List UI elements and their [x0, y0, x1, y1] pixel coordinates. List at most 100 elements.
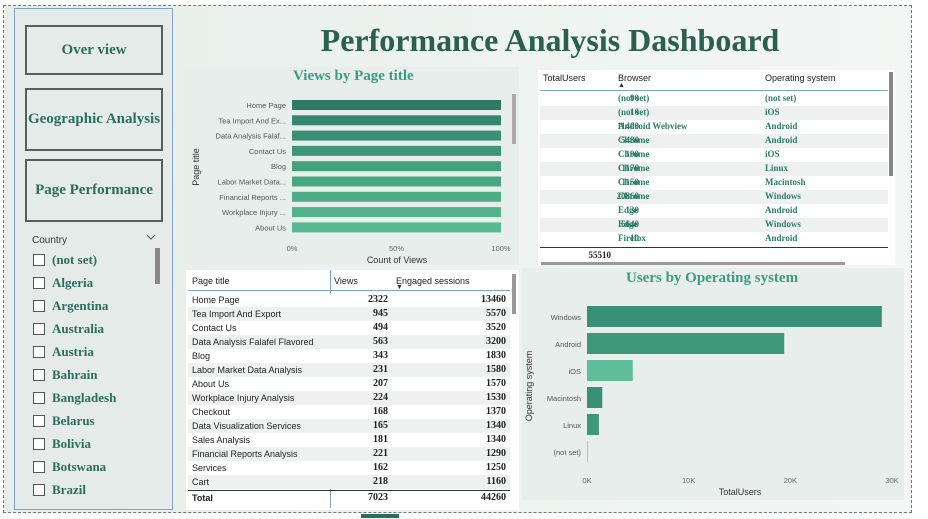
slicer-item[interactable]: (not set)	[33, 250, 97, 270]
engaged-sessions-cell: 3200	[486, 336, 506, 347]
slicer-item[interactable]: Bolivia	[33, 434, 91, 454]
os-cell: iOS	[765, 107, 780, 117]
column-header[interactable]: Page title	[192, 276, 230, 286]
browser-table-scrollbar[interactable]	[889, 72, 893, 176]
table-row[interactable]	[188, 349, 510, 363]
os-bar	[587, 360, 633, 381]
checkbox[interactable]	[33, 369, 45, 381]
column-header[interactable]: Browser	[618, 73, 652, 83]
os-cell: Android	[765, 233, 798, 243]
views-bar	[292, 207, 501, 218]
table-row[interactable]	[188, 433, 510, 447]
table-row[interactable]	[540, 218, 888, 232]
table-row[interactable]	[188, 391, 510, 405]
checkbox[interactable]	[33, 277, 45, 289]
slicer-item[interactable]: Australia	[33, 319, 104, 339]
slicer-item[interactable]: Brazil	[33, 480, 86, 500]
total-divider	[540, 247, 888, 248]
table-row[interactable]	[188, 321, 510, 335]
browser-cell: Android Webview	[618, 121, 688, 131]
slicer-item[interactable]: Botswana	[33, 457, 106, 477]
table-row[interactable]	[540, 232, 888, 246]
table-row[interactable]	[188, 307, 510, 321]
checkbox[interactable]	[33, 392, 45, 404]
os-bar	[587, 441, 589, 462]
page-table-scrollbar[interactable]	[512, 274, 516, 314]
column-header[interactable]: Views	[334, 276, 358, 286]
table-row[interactable]	[540, 204, 888, 218]
total-users-cell: 130	[625, 205, 640, 215]
total-divider	[188, 490, 510, 491]
slicer-item[interactable]: Belarus	[33, 411, 95, 431]
engaged-sessions-total: 44260	[481, 492, 506, 503]
page-title-cell: Checkout	[192, 407, 231, 417]
checkbox[interactable]	[33, 254, 45, 266]
table-row[interactable]	[540, 148, 888, 162]
views-category-label: Blog	[271, 162, 286, 171]
slicer-scrollbar[interactable]	[155, 248, 160, 284]
column-header[interactable]: Operating system	[765, 73, 836, 83]
checkbox[interactable]	[33, 484, 45, 496]
table-row[interactable]	[188, 293, 510, 307]
browser-table-hscrollbar[interactable]	[541, 262, 845, 265]
views-chart-title: Views by Page title	[293, 68, 414, 84]
total-users-total: 55510	[588, 250, 612, 260]
checkbox[interactable]	[33, 438, 45, 450]
views-category-label: Financial Reports ...	[219, 193, 286, 202]
table-row[interactable]	[540, 176, 888, 190]
slicer-item-label: Algeria	[52, 275, 94, 290]
sort-arrow-icon[interactable]: ▲	[618, 82, 625, 89]
browser-cell: Chrome	[618, 149, 650, 159]
table-row[interactable]	[188, 419, 510, 433]
browser-cell: Chrome	[618, 177, 650, 187]
table-row[interactable]	[540, 162, 888, 176]
os-cell: (not set)	[765, 93, 797, 103]
table-row[interactable]	[188, 475, 510, 489]
page-tab-indicator[interactable]	[361, 514, 399, 518]
page-performance-button[interactable]: Page Performance	[25, 159, 163, 222]
os-cell: Android	[765, 121, 798, 131]
sort-arrow-icon[interactable]: ▼	[396, 284, 403, 291]
geographic-analysis-button[interactable]: Geographic Analysis	[25, 88, 163, 151]
checkbox[interactable]	[33, 415, 45, 427]
table-row[interactable]	[188, 363, 510, 377]
slicer-item[interactable]: Bangladesh	[33, 388, 116, 408]
page-title-cell: Home Page	[192, 295, 240, 305]
table-row[interactable]	[540, 106, 888, 120]
page-title-cell: Data Analysis Falafel Flavored	[192, 337, 314, 347]
views-bar	[292, 115, 501, 126]
slicer-item[interactable]: Argentina	[33, 296, 108, 316]
table-row[interactable]	[188, 461, 510, 475]
os-chart-title: Users by Operating system	[626, 270, 799, 286]
checkbox[interactable]	[33, 346, 45, 358]
table-row[interactable]	[540, 134, 888, 148]
slicer-item[interactable]: Austria	[33, 342, 94, 362]
os-bar	[587, 387, 603, 408]
page-title-cell: Labor Market Data Analysis	[192, 365, 303, 375]
checkbox[interactable]	[33, 300, 45, 312]
table-row[interactable]	[188, 377, 510, 391]
checkbox[interactable]	[33, 323, 45, 335]
views-cell: 494	[373, 322, 388, 333]
slicer-item[interactable]: Bahrain	[33, 365, 98, 385]
views-cell: 343	[373, 350, 388, 361]
table-row[interactable]	[188, 447, 510, 461]
table-row[interactable]	[188, 405, 510, 419]
chevron-down-icon[interactable]	[146, 233, 156, 243]
users-by-os-card: Users by Operating system Operating syst…	[522, 268, 904, 500]
table-row[interactable]	[540, 190, 888, 204]
column-header[interactable]: TotalUsers	[543, 73, 586, 83]
slicer-item[interactable]: Algeria	[33, 273, 93, 293]
views-x-tick: 100%	[491, 244, 511, 253]
table-row[interactable]	[188, 335, 510, 349]
checkbox[interactable]	[33, 461, 45, 473]
table-row[interactable]	[540, 120, 888, 134]
overview-button[interactable]: Over view	[25, 25, 163, 75]
page-title-cell: Services	[192, 463, 227, 473]
views-cell: 231	[373, 364, 388, 375]
column-header[interactable]: Engaged sessions	[396, 276, 470, 286]
os-x-tick: 20K	[784, 476, 797, 485]
views-chart-scrollbar[interactable]	[512, 94, 516, 144]
os-category-label: Linux	[563, 421, 581, 430]
table-row[interactable]	[540, 92, 888, 106]
